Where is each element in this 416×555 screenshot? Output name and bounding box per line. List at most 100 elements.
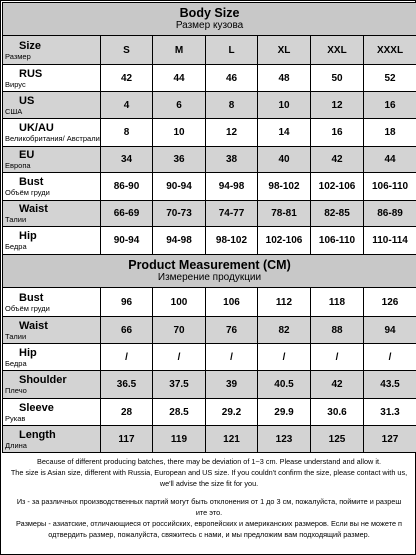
row-label-cell: Waist Талии: [2, 200, 101, 227]
product-measurement-subtitle: Измерение продукции: [157, 272, 262, 283]
note-ru-line-1: Из - за различных производственных парти…: [16, 497, 402, 506]
table-cell: 70-73: [152, 200, 206, 227]
table-cell: /: [257, 343, 311, 371]
row-label-cell: RUS Вирус: [2, 64, 101, 92]
table-cell: /: [152, 343, 206, 371]
table-cell: 94-98: [205, 172, 258, 201]
table-cell: 43.5: [362, 370, 416, 399]
size-header-l: L: [205, 35, 258, 65]
size-header-label: Size: [19, 39, 42, 52]
table-cell: 8: [205, 91, 258, 119]
size-header-s: S: [100, 35, 153, 65]
table-row: Bust Объём груди 96 100 106 112 118 126: [2, 287, 416, 317]
table-row: EU Европа 34 36 38 40 42 44: [2, 146, 416, 173]
table-cell: 52: [362, 64, 416, 92]
row-sublabel: Бедра: [5, 358, 27, 368]
table-cell: 78-81: [257, 200, 311, 227]
row-label-cell: Length Длина: [2, 425, 101, 453]
size-header-label-cell: Size Размер: [2, 35, 101, 65]
row-sublabel: Объём груди: [5, 188, 50, 197]
table-row: Sleeve Рукав 28 28.5 29.2 29.9 30.6 31.3: [2, 398, 416, 426]
row-sublabel: Великобритания/ Австралия: [5, 134, 101, 143]
size-header-m: M: [152, 35, 206, 65]
row-label: Shoulder: [19, 374, 67, 386]
table-cell: 40: [257, 146, 311, 173]
table-row: Bust Объём груди 86-90 90-94 94-98 98-102…: [2, 172, 416, 201]
table-cell: 106: [205, 287, 258, 317]
table-cell: 126: [362, 287, 416, 317]
table-cell: 29.9: [257, 398, 311, 426]
body-size-heading: Body Size Размер кузова: [1, 2, 416, 36]
table-cell: 40.5: [257, 370, 311, 399]
table-cell: 127: [362, 425, 416, 453]
table-row: Hip Бедра / / / / / /: [2, 343, 416, 371]
row-sublabel: Талии: [5, 215, 27, 224]
size-header-xl: XL: [257, 35, 311, 65]
size-header-row: Size Размер S M L XL XXL XXXL: [2, 35, 416, 65]
table-cell: 98-102: [257, 172, 311, 201]
table-cell: 14: [257, 118, 311, 147]
row-label-cell: UK/AU Великобритания/ Австралия: [2, 118, 101, 147]
table-cell: 30.6: [310, 398, 364, 426]
table-cell: 34: [100, 146, 153, 173]
table-cell: 118: [310, 287, 364, 317]
notes-block: Because of different producing batches, …: [2, 456, 416, 540]
table-cell: 36.5: [100, 370, 153, 399]
row-label-cell: EU Европа: [2, 146, 101, 173]
row-label: Bust: [19, 176, 44, 188]
body-size-subtitle: Размер кузова: [175, 20, 244, 31]
row-label-cell: Waist Талии: [2, 316, 101, 344]
table-cell: 88: [310, 316, 364, 344]
table-cell: 90-94: [100, 226, 153, 255]
table-cell: 44: [362, 146, 416, 173]
table-cell: 117: [100, 425, 153, 453]
row-sublabel: США: [5, 106, 23, 116]
table-cell: 8: [100, 118, 153, 147]
row-label: US: [19, 94, 35, 107]
table-row: US США 4 6 8 10 12 16: [2, 91, 416, 119]
table-cell: 16: [310, 118, 364, 147]
table-cell: 42: [310, 146, 364, 173]
table-cell: 10: [152, 118, 206, 147]
table-cell: 48: [257, 64, 311, 92]
row-label: Waist: [19, 319, 48, 332]
row-label-cell: Sleeve Рукав: [2, 398, 101, 426]
table-row: Shoulder Плечо 36.5 37.5 39 40.5 42 43.5: [2, 370, 416, 399]
row-sublabel: Талии: [5, 331, 27, 341]
size-header-xxl: XXL: [310, 35, 364, 65]
row-sublabel: Вирус: [5, 79, 26, 89]
table-cell: 37.5: [152, 370, 206, 399]
table-cell: 46: [205, 64, 258, 92]
table-cell: 28: [100, 398, 153, 426]
table-row: UK/AU Великобритания/ Австралия 8 10 12 1…: [2, 118, 416, 147]
row-sublabel: Бедра: [5, 242, 27, 251]
note-en-line-1: Because of different producing batches, …: [36, 457, 382, 466]
size-header-xxxl: XXXL: [362, 35, 416, 65]
table-cell: 76: [205, 316, 258, 344]
table-cell: 16: [362, 91, 416, 119]
row-label: Hip: [19, 230, 37, 242]
row-label: UK/AU: [19, 122, 54, 134]
row-label: RUS: [19, 67, 43, 80]
product-measurement-heading: Product Measurement (CM) Измерение проду…: [1, 254, 416, 288]
table-cell: 12: [310, 91, 364, 119]
row-label-cell: Shoulder Плечо: [2, 370, 101, 399]
row-sublabel: Объём груди: [5, 303, 50, 313]
product-measurement-title: Product Measurement (CM): [128, 258, 291, 272]
table-cell: 50: [310, 64, 364, 92]
note-ru-line-4: одтвердить размер, пожалуйста, свяжитесь…: [48, 530, 370, 539]
note-ru-line-2: ите это.: [195, 508, 223, 517]
table-cell: 12: [205, 118, 258, 147]
row-sublabel: Плечо: [5, 386, 27, 395]
row-label-cell: Hip Бедра: [2, 343, 101, 371]
table-cell: 110-114: [362, 226, 416, 255]
table-cell: 123: [257, 425, 311, 453]
row-label-cell: Bust Объём груди: [2, 172, 101, 201]
table-cell: 100: [152, 287, 206, 317]
table-row: Waist Талии 66 70 76 82 88 94: [2, 316, 416, 344]
note-en-line-3: we'll advise the size fit for you.: [159, 479, 259, 488]
table-cell: 94: [362, 316, 416, 344]
row-label-cell: Hip Бедра: [2, 226, 101, 255]
row-label-cell: Bust Объём груди: [2, 287, 101, 317]
table-cell: 98-102: [205, 226, 258, 255]
